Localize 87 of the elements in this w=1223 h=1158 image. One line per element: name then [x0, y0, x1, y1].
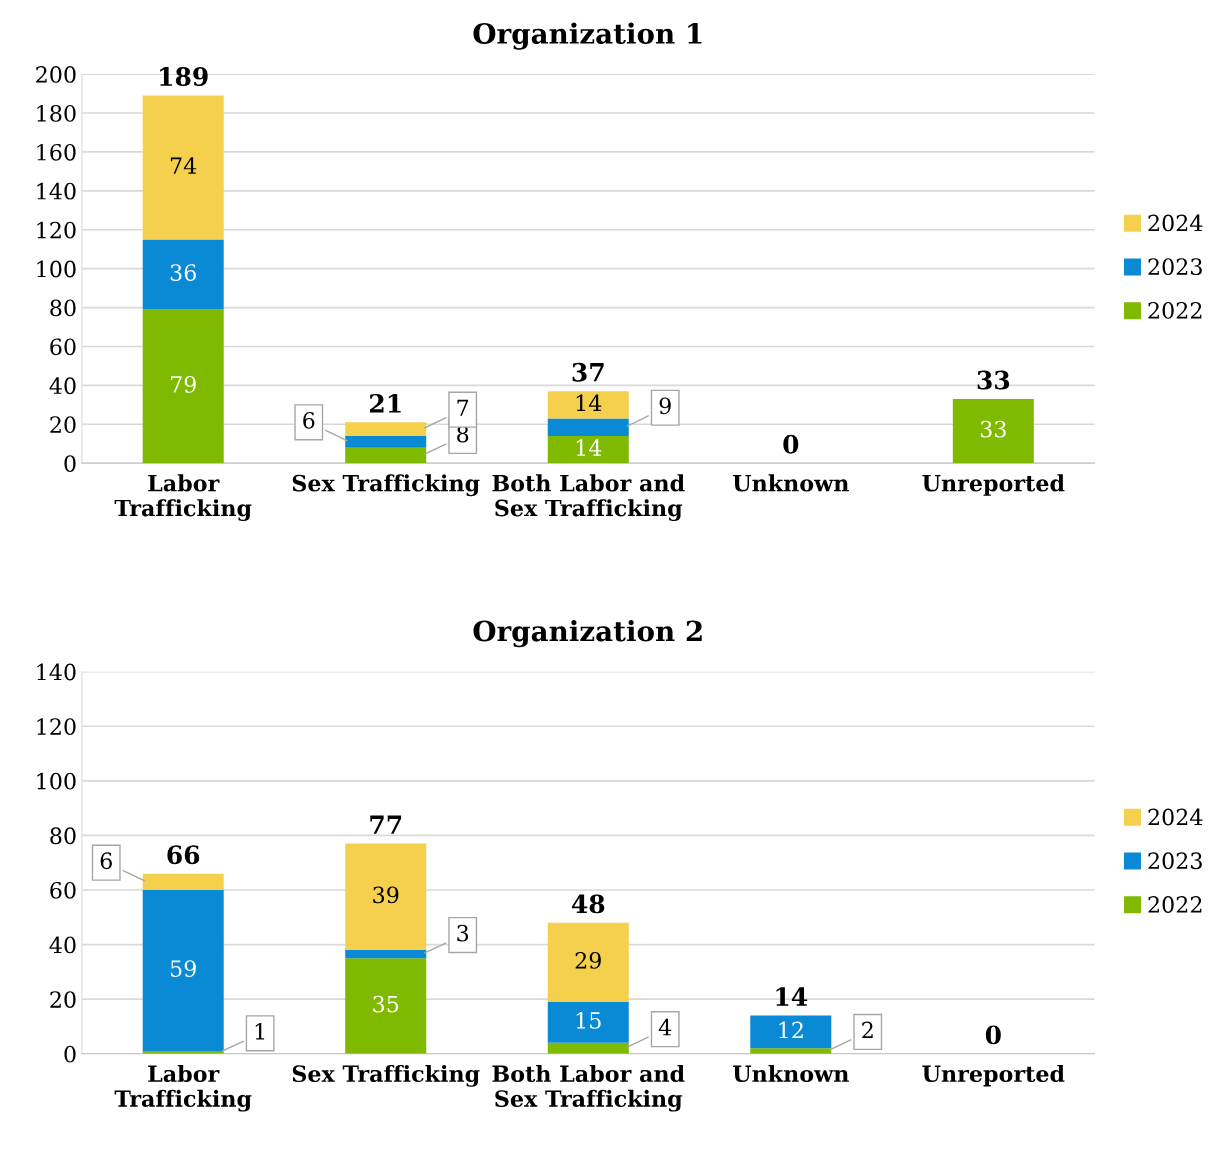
data-label: 29	[575, 951, 601, 969]
legend-label: 2022	[1148, 896, 1202, 913]
y-tick-label: 0	[64, 455, 76, 472]
data-label: 14	[576, 394, 602, 411]
total-label: 33	[977, 370, 1010, 390]
x-tick-label: Unknown	[732, 474, 849, 492]
total-label: 0	[985, 1025, 1001, 1045]
legend-label: 2024	[1148, 808, 1203, 826]
bar	[345, 843, 427, 951]
chart-title: Organization 2	[473, 619, 702, 648]
data-label: 36	[170, 264, 196, 281]
bar	[547, 391, 629, 419]
data-label: 15	[576, 1012, 601, 1029]
x-tick-label: Unknown	[732, 1064, 849, 1083]
total-label: 66	[167, 845, 200, 865]
legend-label: 2023	[1148, 258, 1202, 276]
bar	[547, 418, 629, 436]
x-tick-label: Sex Trafficking	[292, 1064, 480, 1087]
bar	[142, 95, 224, 240]
x-tick-label: Unreported	[922, 474, 1065, 496]
y-tick-label: 100	[37, 260, 76, 278]
y-tick-label: 180	[37, 104, 76, 122]
y-tick-label: 140	[37, 663, 76, 681]
bar	[345, 422, 427, 436]
x-tick-label: Both Labor and Sex Trafficking	[492, 474, 685, 522]
x-tick-label: Sex Trafficking	[292, 474, 480, 497]
y-tick-label: 20	[50, 991, 76, 1008]
bar	[750, 1048, 832, 1054]
total-label: 77	[370, 815, 402, 834]
data-label: 79	[170, 375, 196, 393]
y-tick-label: 100	[37, 772, 76, 790]
data-label: 12	[779, 1021, 803, 1039]
data-label: 33	[980, 420, 1006, 438]
total-label: 48	[571, 894, 605, 914]
data-label: 7	[457, 399, 469, 416]
data-label: 3	[457, 924, 469, 942]
data-label: 35	[373, 995, 399, 1013]
bar	[547, 1001, 629, 1043]
data-label: 9	[659, 397, 671, 415]
y-tick-label: 80	[50, 299, 76, 317]
bar	[547, 922, 629, 1002]
data-label: 74	[170, 157, 197, 174]
y-tick-label: 140	[37, 182, 76, 200]
data-label: 59	[170, 960, 196, 977]
data-label: 1	[255, 1022, 265, 1040]
bar	[547, 435, 629, 464]
y-tick-label: 60	[50, 881, 76, 899]
bar	[345, 958, 427, 1054]
bar	[345, 447, 427, 464]
bar	[142, 239, 224, 310]
bar	[750, 1015, 832, 1049]
total-label: 14	[776, 987, 808, 1006]
total-label: 37	[572, 362, 604, 382]
data-label: 6	[303, 411, 315, 429]
y-tick-label: 120	[37, 718, 76, 735]
y-tick-label: 80	[50, 827, 76, 845]
chart-title: Organization 1	[473, 22, 702, 50]
bar	[142, 873, 224, 891]
total-label: 189	[160, 67, 208, 86]
bar	[142, 309, 224, 464]
y-tick-label: 120	[37, 221, 76, 239]
total-label: 21	[370, 393, 401, 413]
bar	[142, 890, 224, 1052]
y-tick-label: 60	[50, 338, 76, 356]
legend-label: 2023	[1148, 852, 1202, 870]
y-tick-label: 200	[36, 66, 76, 83]
x-tick-label: Labor Trafficking	[114, 1064, 252, 1112]
x-tick-label: Unreported	[922, 1064, 1065, 1087]
y-tick-label: 40	[49, 936, 76, 954]
x-tick-label: Both Labor and Sex Trafficking	[492, 1064, 685, 1112]
legend-label: 2024	[1148, 214, 1203, 232]
data-label: 39	[373, 886, 399, 904]
data-label: 4	[658, 1018, 672, 1036]
y-tick-label: 40	[49, 377, 76, 395]
data-label: 14	[576, 439, 602, 456]
y-tick-label: 0	[64, 1045, 76, 1063]
y-tick-label: 20	[50, 416, 76, 434]
y-tick-label: 160	[37, 143, 76, 161]
legend-label: 2022	[1148, 302, 1202, 319]
x-tick-label: Labor Trafficking	[114, 474, 252, 522]
data-label: 6	[100, 852, 112, 870]
bar	[345, 950, 427, 959]
data-label: 2	[862, 1021, 873, 1039]
bar	[952, 399, 1034, 464]
bar	[547, 1042, 629, 1054]
total-label: 0	[783, 434, 799, 454]
bar	[345, 435, 427, 448]
